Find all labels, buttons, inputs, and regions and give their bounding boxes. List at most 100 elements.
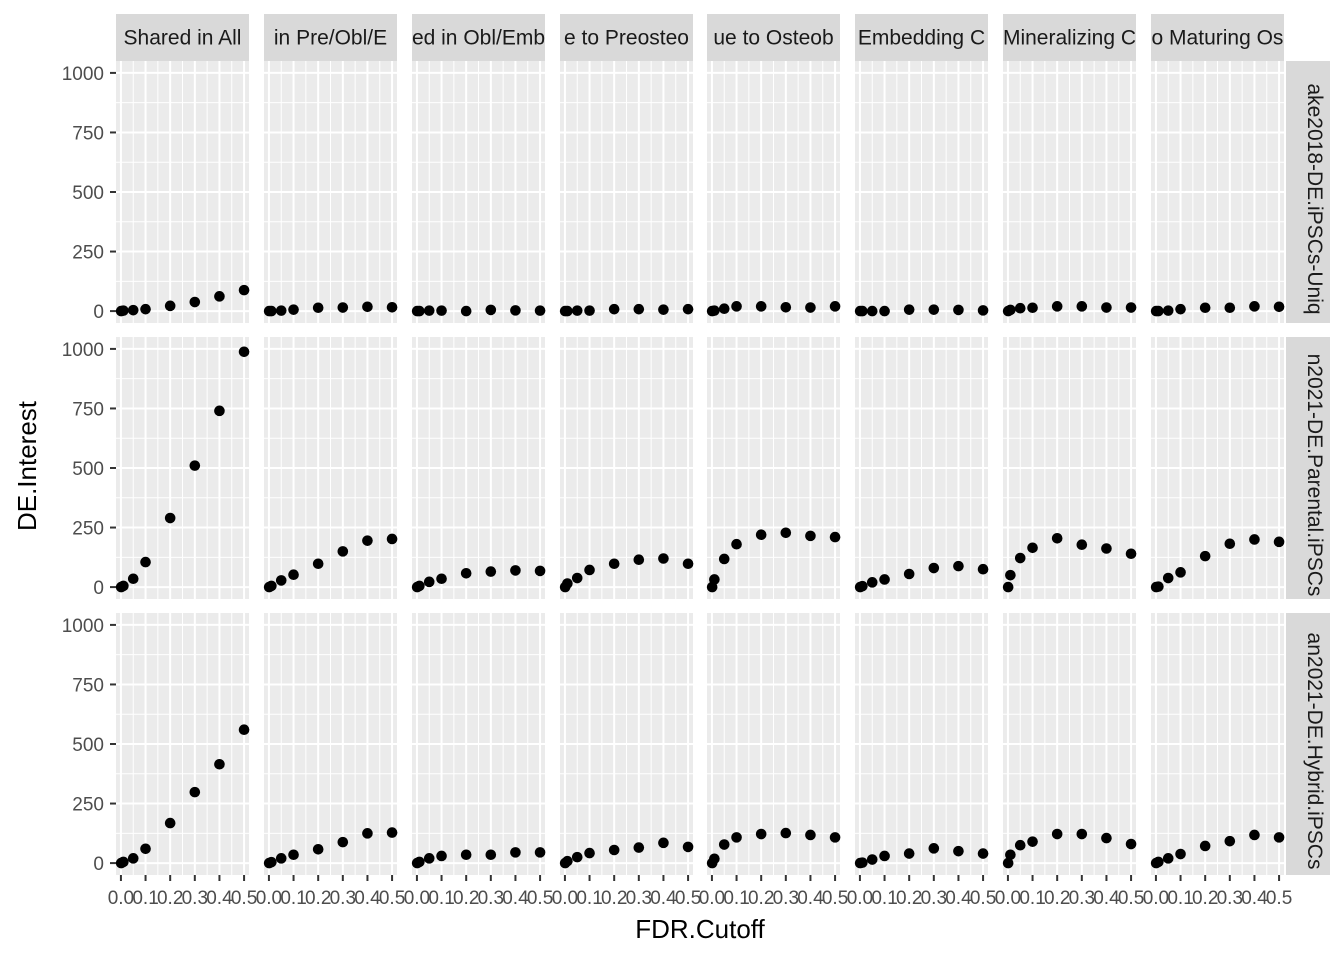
data-point xyxy=(1125,838,1137,850)
x-tick-label: 0.0 xyxy=(847,888,873,909)
data-point xyxy=(562,578,573,589)
x-tick-label: 0.1 xyxy=(1019,888,1045,909)
data-point xyxy=(1051,301,1063,312)
data-point xyxy=(857,857,868,868)
data-point xyxy=(214,291,225,302)
y-tick-label: 500 xyxy=(72,183,104,204)
data-point xyxy=(709,305,720,316)
data-point xyxy=(977,563,989,575)
data-point xyxy=(1002,857,1014,869)
data-point xyxy=(709,853,720,865)
data-point xyxy=(312,302,324,314)
data-point xyxy=(977,848,989,859)
data-point xyxy=(414,305,425,317)
data-point xyxy=(1101,543,1112,554)
x-tick-label: 0.5 xyxy=(970,888,996,909)
data-point xyxy=(423,576,435,588)
data-point xyxy=(1051,532,1063,544)
x-tick-label: 0.3 xyxy=(330,888,356,909)
column-strip-label: ue to Osteob xyxy=(713,27,833,50)
x-tick-label: 0.3 xyxy=(478,888,504,909)
x-tick-label: 0.2 xyxy=(1044,888,1070,909)
data-point xyxy=(386,301,398,313)
data-point xyxy=(1005,569,1016,581)
data-point xyxy=(1249,534,1260,545)
data-point xyxy=(709,574,720,585)
data-point xyxy=(362,828,373,839)
x-tick-label: 0.3 xyxy=(1217,888,1243,909)
data-point xyxy=(755,301,767,312)
data-point xyxy=(1027,542,1038,554)
column-strip-label: Embedding C xyxy=(858,27,985,50)
data-point xyxy=(485,566,497,577)
data-point xyxy=(1162,572,1174,584)
y-tick-label: 500 xyxy=(72,735,104,756)
x-tick-label: 0.3 xyxy=(773,888,799,909)
x-tick-label: 0.1 xyxy=(132,888,158,909)
x-tick-label: 0.3 xyxy=(1069,888,1095,909)
data-point xyxy=(658,837,669,849)
column-strip-label: in Pre/Obl/E xyxy=(274,27,387,50)
y-tick-label: 1000 xyxy=(62,616,104,637)
data-point xyxy=(118,305,129,316)
column-strip xyxy=(116,14,249,61)
y-tick-label: 750 xyxy=(72,123,104,144)
data-point xyxy=(510,847,521,858)
data-point xyxy=(189,296,201,308)
data-point xyxy=(1153,305,1164,317)
x-tick-label: 0.0 xyxy=(552,888,578,909)
column-strip-label: o Maturing Os xyxy=(1152,27,1284,50)
data-point xyxy=(238,346,250,358)
data-point xyxy=(953,304,964,316)
data-point xyxy=(1014,839,1026,851)
data-point xyxy=(337,546,349,557)
data-point xyxy=(879,850,890,862)
data-point xyxy=(140,843,151,855)
data-point xyxy=(1175,848,1186,860)
data-point xyxy=(658,304,669,315)
data-point xyxy=(718,553,730,565)
data-point xyxy=(214,405,225,417)
data-point xyxy=(485,849,497,861)
data-point xyxy=(238,724,250,736)
data-point xyxy=(337,302,349,313)
data-point xyxy=(1224,538,1236,550)
x-tick-label: 0.0 xyxy=(995,888,1021,909)
data-point xyxy=(1051,828,1063,840)
x-tick-label: 0.3 xyxy=(182,888,208,909)
column-strip xyxy=(707,14,840,61)
data-point xyxy=(1224,302,1236,314)
data-point xyxy=(1125,302,1137,313)
data-point xyxy=(805,530,816,542)
data-point xyxy=(1162,853,1174,864)
row-strip xyxy=(1286,337,1330,599)
data-point xyxy=(1076,539,1088,550)
data-point xyxy=(780,827,792,839)
x-tick-label: 0.4 xyxy=(1093,888,1120,909)
data-point xyxy=(1076,828,1088,840)
x-tick-label: 0.2 xyxy=(1192,888,1218,909)
data-point xyxy=(414,580,425,592)
y-tick-label: 500 xyxy=(72,459,104,480)
data-point xyxy=(337,836,349,848)
y-tick-label: 0 xyxy=(93,578,104,599)
data-point xyxy=(1014,552,1026,564)
x-tick-label: 0.4 xyxy=(797,888,824,909)
x-tick-label: 0.4 xyxy=(650,888,677,909)
data-point xyxy=(118,856,129,868)
data-point xyxy=(1273,301,1285,313)
data-point xyxy=(127,573,139,585)
data-point xyxy=(164,817,176,829)
data-point xyxy=(266,856,277,868)
data-point xyxy=(288,304,299,315)
x-tick-label: 0.4 xyxy=(206,888,233,909)
data-point xyxy=(1199,550,1211,562)
x-tick-label: 0.3 xyxy=(626,888,652,909)
data-point xyxy=(1005,304,1016,316)
x-tick-label: 0.1 xyxy=(280,888,306,909)
data-point xyxy=(534,847,546,858)
data-point xyxy=(1162,305,1174,316)
data-point xyxy=(755,529,767,540)
y-tick-label: 750 xyxy=(72,399,104,420)
x-tick-label: 0.1 xyxy=(871,888,897,909)
